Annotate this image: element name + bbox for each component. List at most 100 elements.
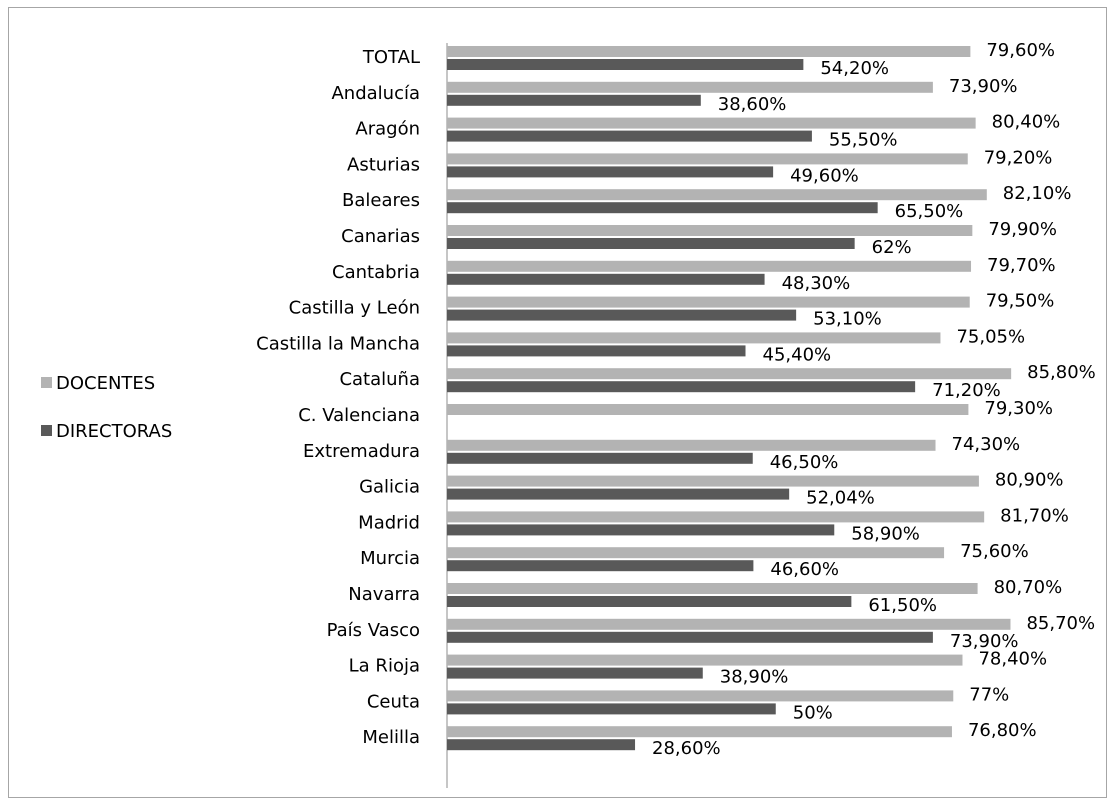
data-label-directoras-castilla-y-leon: 53,10%	[813, 309, 882, 330]
category-label-baleares: Baleares	[342, 190, 420, 211]
category-label-cataluna: Cataluña	[339, 369, 420, 390]
category-label-andalucia: Andalucía	[331, 83, 420, 104]
bar-docentes-baleares	[447, 189, 987, 201]
data-label-docentes-la-rioja: 78,40%	[978, 649, 1047, 670]
data-label-docentes-murcia: 75,60%	[960, 541, 1029, 562]
data-label-docentes-castilla-y-leon: 79,50%	[986, 291, 1055, 312]
data-label-directoras-andalucia: 38,60%	[718, 94, 787, 115]
legend-swatch-docentes	[41, 377, 52, 388]
data-label-directoras-navarra: 61,50%	[868, 595, 937, 616]
category-label-murcia: Murcia	[360, 548, 420, 569]
bar-directoras-galicia	[447, 488, 790, 500]
bar-docentes-canarias	[447, 225, 973, 236]
category-label-pais-vasco: País Vasco	[327, 620, 420, 641]
bar-directoras-pais-vasco	[447, 631, 933, 643]
bar-directoras-extremadura	[447, 452, 753, 464]
category-label-asturias: Asturias	[347, 154, 420, 175]
legend-swatch-directoras	[41, 425, 52, 436]
bar-docentes-melilla	[447, 726, 952, 738]
category-label-castilla-y-leon: Castilla y León	[289, 298, 420, 319]
data-label-directoras-cataluna: 71,20%	[932, 380, 1001, 401]
category-label-total: TOTAL	[362, 47, 420, 68]
data-label-docentes-ceuta: 77%	[969, 684, 1009, 705]
bar-docentes-total	[447, 46, 971, 57]
legend-label-directoras: DIRECTORAS	[56, 421, 172, 442]
bar-docentes-castilla-y-leon	[447, 296, 970, 308]
data-label-docentes-andalucia: 73,90%	[949, 76, 1018, 97]
bar-docentes-ceuta	[447, 690, 954, 702]
bar-docentes-asturias	[447, 153, 968, 165]
bar-directoras-asturias	[447, 166, 774, 178]
data-label-directoras-cantabria: 48,30%	[782, 273, 851, 294]
data-label-directoras-pais-vasco: 73,90%	[950, 631, 1019, 652]
legend: DOCENTES DIRECTORAS	[41, 373, 172, 442]
data-label-directoras-aragon: 55,50%	[829, 130, 898, 151]
bar-directoras-castilla-la-mancha	[447, 345, 746, 357]
data-label-directoras-murcia: 46,60%	[770, 559, 839, 580]
data-label-directoras-ceuta: 50%	[793, 702, 833, 723]
data-label-docentes-total: 79,60%	[986, 40, 1055, 61]
category-label-madrid: Madrid	[358, 512, 420, 533]
category-label-ceuta: Ceuta	[367, 691, 420, 712]
data-label-directoras-galicia: 52,04%	[806, 488, 875, 509]
bar-directoras-canarias	[447, 238, 855, 249]
category-label-c-valenciana: C. Valenciana	[298, 405, 420, 426]
category-label-canarias: Canarias	[341, 226, 420, 247]
data-label-docentes-navarra: 80,70%	[994, 577, 1063, 598]
bar-docentes-cantabria	[447, 260, 972, 272]
bar-directoras-melilla	[447, 739, 636, 751]
data-label-docentes-madrid: 81,70%	[1000, 505, 1069, 526]
bar-directoras-la-rioja	[447, 667, 703, 679]
bar-directoras-cataluna	[447, 381, 916, 393]
bar-docentes-madrid	[447, 511, 985, 523]
bar-directoras-murcia	[447, 560, 754, 572]
category-label-galicia: Galicia	[359, 477, 420, 498]
bar-docentes-galicia	[447, 475, 979, 487]
data-label-docentes-baleares: 82,10%	[1003, 183, 1072, 204]
data-label-docentes-castilla-la-mancha: 75,05%	[956, 326, 1025, 347]
data-label-docentes-cantabria: 79,70%	[987, 255, 1056, 276]
category-label-cantabria: Cantabria	[332, 262, 420, 283]
bar-docentes-murcia	[447, 547, 945, 559]
bar-docentes-la-rioja	[447, 654, 963, 666]
data-label-docentes-melilla: 76,80%	[968, 720, 1037, 741]
category-label-navarra: Navarra	[348, 584, 420, 605]
bar-docentes-cataluna	[447, 368, 1012, 380]
category-label-extremadura: Extremadura	[303, 441, 420, 462]
data-label-directoras-asturias: 49,60%	[790, 165, 859, 186]
bar-directoras-ceuta	[447, 703, 776, 715]
data-label-docentes-cataluna: 85,80%	[1027, 362, 1096, 383]
data-label-docentes-canarias: 79,90%	[988, 219, 1057, 240]
plot-area: TOTAL 79,60% 54,20% Andalucía 73,90% 38,60% Ar…	[256, 40, 1096, 788]
category-label-la-rioja: La Rioja	[349, 656, 420, 677]
legend-label-docentes: DOCENTES	[56, 373, 155, 394]
bar-directoras-total	[447, 59, 804, 70]
bar-docentes-castilla-la-mancha	[447, 332, 941, 344]
bar-directoras-navarra	[447, 596, 852, 607]
data-label-docentes-asturias: 79,20%	[984, 147, 1053, 168]
data-label-directoras-extremadura: 46,50%	[770, 452, 839, 473]
bar-directoras-aragon	[447, 130, 812, 142]
data-label-directoras-total: 54,20%	[820, 58, 889, 79]
bar-docentes-extremadura	[447, 439, 936, 451]
data-label-docentes-pais-vasco: 85,70%	[1026, 613, 1095, 634]
data-label-docentes-c-valenciana: 79,30%	[984, 398, 1053, 419]
category-label-melilla: Melilla	[362, 727, 420, 748]
data-label-directoras-la-rioja: 38,90%	[720, 667, 789, 688]
bar-docentes-c-valenciana	[447, 404, 969, 415]
bar-docentes-navarra	[447, 583, 978, 594]
data-label-docentes-aragon: 80,40%	[992, 112, 1061, 133]
bar-directoras-castilla-y-leon	[447, 309, 797, 321]
category-label-castilla-la-mancha: Castilla la Mancha	[256, 333, 420, 354]
bar-directoras-baleares	[447, 202, 878, 214]
data-label-directoras-baleares: 65,50%	[895, 201, 964, 222]
data-label-directoras-madrid: 58,90%	[851, 523, 920, 544]
bar-docentes-aragon	[447, 117, 976, 129]
bar-directoras-madrid	[447, 524, 835, 536]
data-label-directoras-castilla-la-mancha: 45,40%	[763, 344, 832, 365]
data-label-directoras-canarias: 62%	[872, 237, 912, 258]
data-label-docentes-galicia: 80,90%	[995, 470, 1064, 491]
data-label-docentes-extremadura: 74,30%	[952, 434, 1021, 455]
bar-docentes-andalucia	[447, 81, 933, 93]
